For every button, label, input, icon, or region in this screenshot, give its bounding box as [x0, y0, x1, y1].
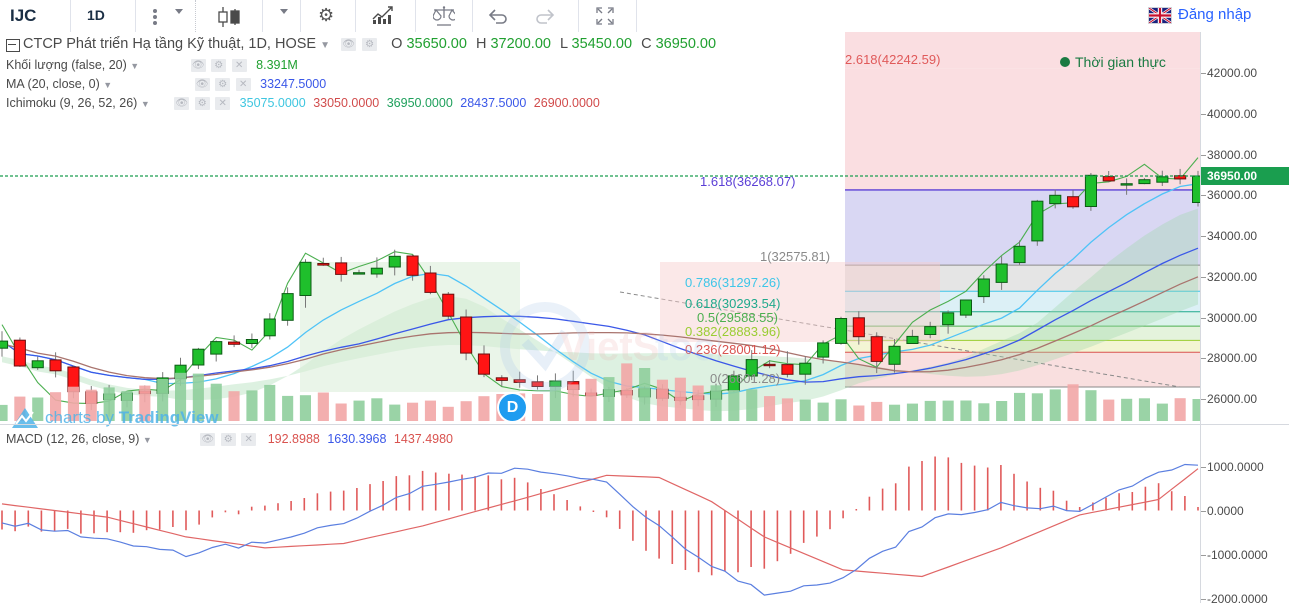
svg-text:VietS: VietS [560, 325, 659, 369]
svg-text:tock: tock [655, 325, 720, 369]
